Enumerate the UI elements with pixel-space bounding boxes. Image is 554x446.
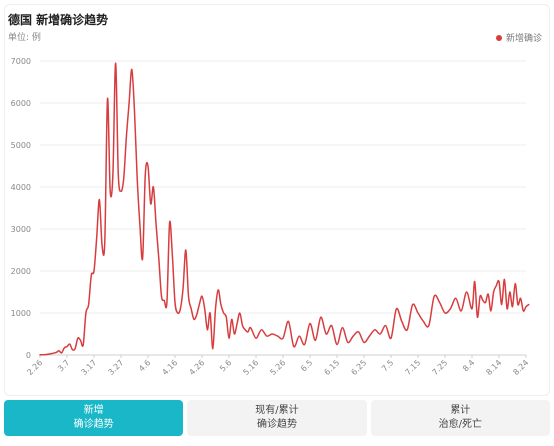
x-tick-label: 6.15 [322,358,341,377]
tab-label-line1: 累计 [450,405,471,416]
x-tick-label: 5.16 [241,358,260,377]
y-tick-label: 4000 [11,183,31,192]
y-tick-label: 5000 [11,141,31,150]
x-tick-label: 7.5 [380,358,395,373]
legend-label: 新增确诊 [505,34,542,44]
x-tick-label: 8.4 [461,358,476,373]
tab-label-line2: 治愈/死亡 [438,419,482,430]
x-tick-label: 4.26 [187,358,206,377]
x-tick-label: 4.6 [137,358,152,373]
x-tick-label: 3.7 [56,358,71,373]
y-tick-label: 6000 [11,99,31,108]
y-tick-label: 1000 [11,309,31,318]
x-tick-label: 8.14 [484,358,503,377]
y-tick-label: 0 [26,351,31,360]
x-tick-label: 6.5 [299,358,314,373]
legend[interactable]: 新增确诊 [495,31,542,44]
tab-recovered-deaths[interactable]: 累计 治愈/死亡 [370,400,550,436]
x-tick-label: 7.15 [403,358,422,377]
series-line-new-confirmed [39,62,530,356]
x-tick-label: 5.6 [218,358,233,373]
unit-label: 单位: 例 [8,33,41,43]
tab-label-line1: 现有/累计 [255,405,299,416]
x-tick-label: 4.16 [160,358,179,377]
line-chart: 0 1000 2000 3000 4000 5000 6000 7000 2.26 3.7 3.17… [11,57,531,377]
x-tick-label: 6.25 [349,358,368,377]
tab-label-line2: 确诊趋势 [73,419,114,430]
x-tick-label: 5.26 [268,358,287,377]
x-tick-label: 7.25 [430,358,449,377]
chart-card [4,4,550,396]
tab-label-line1: 新增 [83,405,104,416]
x-tick-label: 8.24 [511,358,530,377]
chart-title: 德国 新增确诊趋势 [8,13,109,27]
tab-new-confirmed-trend[interactable]: 新增 确诊趋势 [4,400,184,436]
y-tick-label: 3000 [11,225,31,234]
y-tick-label: 7000 [11,57,31,66]
x-tick-label: 3.17 [79,358,98,377]
x-tick-label: 3.27 [106,358,125,377]
y-tick-label: 2000 [11,267,31,276]
x-tick-label: 2.26 [25,358,44,377]
tab-bar: 新增 确诊趋势 现有/累计 确诊趋势 累计 治愈/死亡 [4,400,550,436]
tab-label-line2: 确诊趋势 [256,419,297,430]
legend-dot-icon [495,34,502,41]
tab-current-cumulative-trend[interactable]: 现有/累计 确诊趋势 [187,400,367,436]
